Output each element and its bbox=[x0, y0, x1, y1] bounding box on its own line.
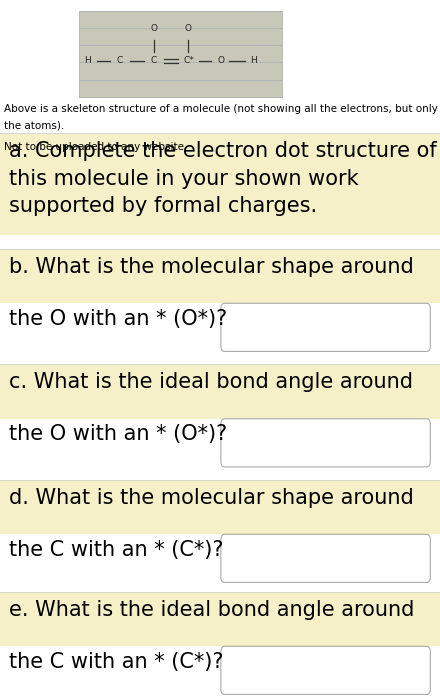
FancyBboxPatch shape bbox=[0, 364, 440, 466]
Text: Above is a skeleton structure of a molecule (not showing all the electrons, but : Above is a skeleton structure of a molec… bbox=[4, 104, 440, 113]
FancyBboxPatch shape bbox=[221, 419, 430, 467]
FancyBboxPatch shape bbox=[0, 303, 440, 350]
Text: the atoms).: the atoms). bbox=[4, 120, 65, 130]
FancyBboxPatch shape bbox=[0, 534, 440, 581]
FancyBboxPatch shape bbox=[221, 534, 430, 582]
Text: the O with an * (O*)?: the O with an * (O*)? bbox=[9, 309, 227, 329]
Text: O: O bbox=[185, 24, 192, 33]
Text: b. What is the molecular shape around: b. What is the molecular shape around bbox=[9, 257, 414, 277]
FancyBboxPatch shape bbox=[0, 592, 440, 693]
FancyBboxPatch shape bbox=[0, 419, 440, 466]
FancyBboxPatch shape bbox=[221, 646, 430, 694]
Text: the C with an * (C*)?: the C with an * (C*)? bbox=[9, 652, 223, 672]
Text: H: H bbox=[84, 56, 91, 65]
Text: e. What is the ideal bond angle around: e. What is the ideal bond angle around bbox=[9, 600, 414, 620]
Text: O: O bbox=[150, 24, 158, 33]
FancyBboxPatch shape bbox=[221, 303, 430, 351]
Text: C: C bbox=[151, 56, 157, 65]
Text: the C with an * (C*)?: the C with an * (C*)? bbox=[9, 540, 223, 560]
Text: Not to be uploaded to any website: Not to be uploaded to any website bbox=[4, 142, 184, 152]
Text: C: C bbox=[117, 56, 123, 65]
Text: the O with an * (O*)?: the O with an * (O*)? bbox=[9, 424, 227, 444]
Text: O: O bbox=[217, 56, 224, 65]
Text: d. What is the molecular shape around: d. What is the molecular shape around bbox=[9, 488, 414, 508]
FancyBboxPatch shape bbox=[79, 11, 282, 97]
Text: a. Complete the electron dot structure of
this molecule in your shown work
suppo: a. Complete the electron dot structure o… bbox=[9, 141, 436, 216]
FancyBboxPatch shape bbox=[0, 248, 440, 350]
FancyBboxPatch shape bbox=[0, 646, 440, 693]
Text: c. What is the ideal bond angle around: c. What is the ideal bond angle around bbox=[9, 372, 413, 393]
Text: C*: C* bbox=[183, 56, 194, 65]
FancyBboxPatch shape bbox=[0, 480, 440, 581]
FancyBboxPatch shape bbox=[0, 133, 440, 234]
Text: H: H bbox=[250, 56, 257, 65]
